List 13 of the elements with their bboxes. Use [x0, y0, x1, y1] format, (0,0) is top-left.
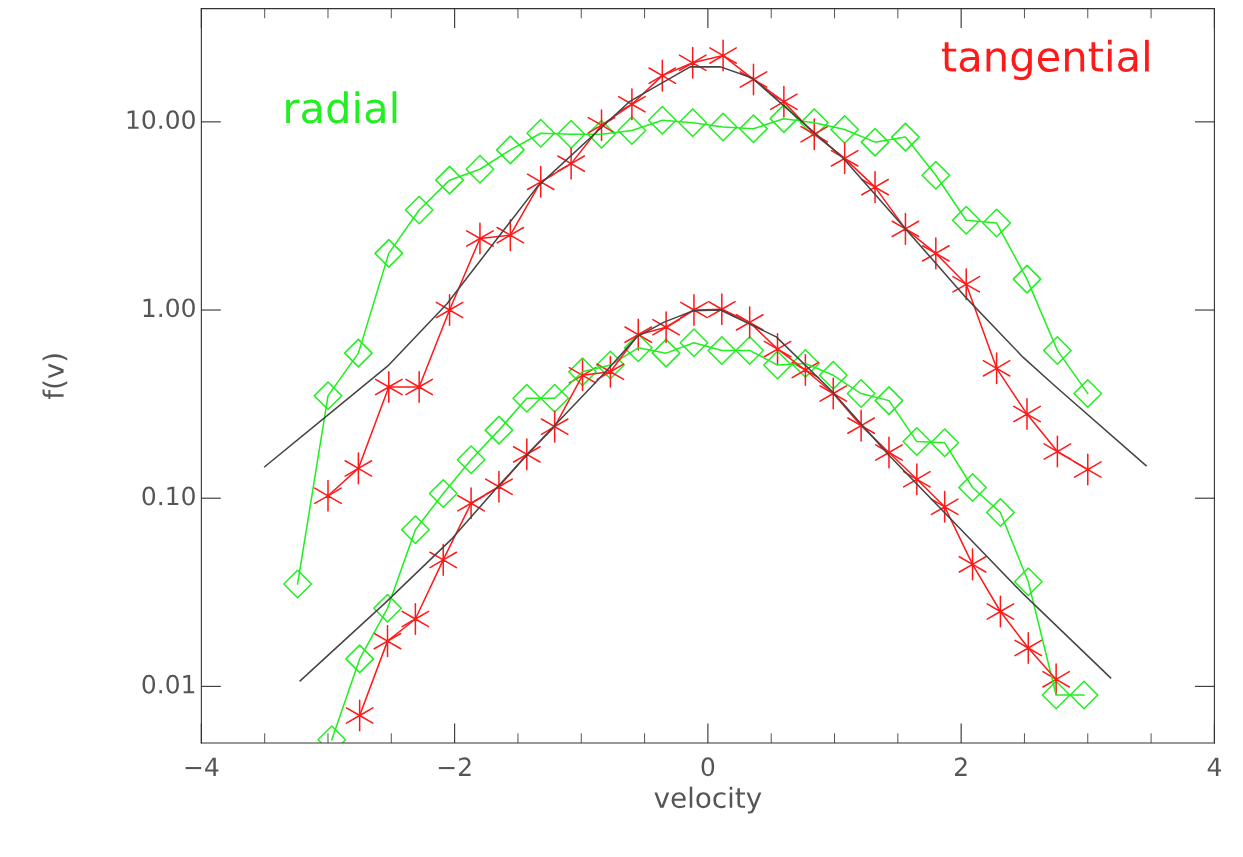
x-axis-title: velocity	[654, 786, 762, 814]
x-tick-label: 0	[701, 757, 715, 777]
y-axis-title: f(v)	[42, 354, 68, 400]
series-label: radial	[286, 91, 397, 124]
y-tick-label: 0.10	[142, 486, 195, 506]
y-tick-label: 0.01	[142, 674, 195, 694]
x-tick-label: −4	[185, 757, 219, 776]
text: tangential	[942, 39, 1149, 81]
x-tick-label: 4	[1207, 757, 1221, 776]
x-tick-label: −2	[438, 757, 471, 776]
y-tick-label: 10.00	[127, 110, 195, 130]
x-tick-label: 2	[955, 757, 967, 776]
y-tick-label: 1.00	[143, 298, 195, 318]
